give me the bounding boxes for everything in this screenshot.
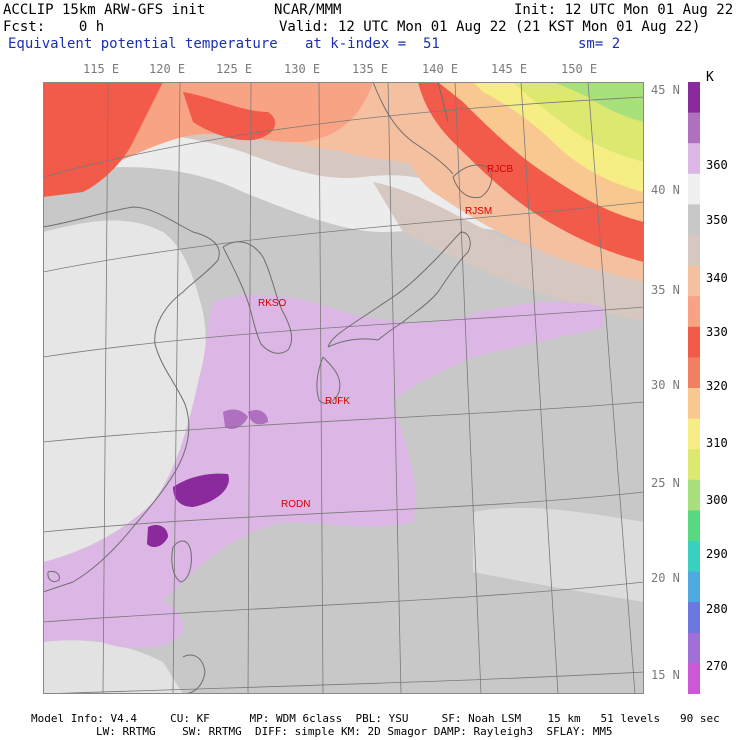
field-region-360k [43, 294, 603, 647]
forecast-hour: Fcst: 0 h [3, 19, 105, 35]
lat-label: 30 N [651, 378, 680, 392]
coast-china-korea [43, 206, 220, 593]
colorbar-segment [688, 632, 700, 664]
coast-sakhalin-russia [372, 82, 454, 175]
coast-japan-honshu [327, 231, 471, 348]
center-label: NCAR/MMM [274, 2, 342, 18]
coast-japan-kyushu [316, 356, 341, 404]
model-info-line1: Model Info: V4.4 CU: KF MP: WDM 6class P… [31, 712, 720, 725]
colorbar [688, 82, 700, 694]
field-region-330k [183, 92, 276, 141]
colorbar-label: 290 [706, 547, 728, 561]
field-name: Equivalent potential temperature [8, 36, 278, 52]
valid-time: Valid: 12 UTC Mon 01 Aug 22 (21 KST Mon … [279, 19, 701, 35]
colorbar-segment [688, 449, 700, 481]
lon-label: 140 E [422, 62, 459, 76]
equivalent-potential-temperature-map[interactable]: RJCB RJSM RKSO RJFK RODN [43, 82, 644, 694]
coast-philippines [182, 654, 206, 694]
colorbar-segment [688, 173, 700, 205]
lon-label: 115 E [83, 62, 120, 76]
colorbar-segment [688, 663, 700, 694]
lon-label: 135 E [352, 62, 389, 76]
lat-label: 35 N [651, 283, 680, 297]
lon-label: 120 E [149, 62, 186, 76]
colorbar-unit: K [706, 70, 714, 85]
graticule [43, 82, 644, 694]
colorbar-label: 300 [706, 493, 728, 507]
map-frame [43, 82, 644, 694]
colorbar-segment [688, 204, 700, 236]
lon-label: 125 E [216, 62, 253, 76]
coastlines [43, 82, 492, 694]
colorbar-label: 360 [706, 158, 728, 172]
coast-hokkaido [452, 164, 492, 199]
station-rodn: RODN [281, 499, 310, 510]
lat-label: 25 N [651, 476, 680, 490]
field-region-370k [147, 525, 168, 548]
colorbar-segment [688, 235, 700, 267]
field-region-300k [553, 82, 644, 122]
colorbar-segment [688, 510, 700, 542]
lon-label: 145 E [491, 62, 528, 76]
coast-korea [222, 241, 293, 354]
lat-label: 20 N [651, 571, 680, 585]
colorbar-segment [688, 388, 700, 420]
station-rjfk: RJFK [325, 396, 350, 407]
colorbar-label: 280 [706, 602, 728, 616]
colorbar-segment [688, 296, 700, 328]
colorbar-segment [688, 326, 700, 358]
station-labels: RJCB RJSM RKSO RJFK RODN [258, 164, 513, 510]
station-rjcb: RJCB [487, 164, 513, 175]
station-rjsm: RJSM [465, 206, 492, 217]
field-region-355k [473, 507, 644, 602]
colorbar-label: 310 [706, 436, 728, 450]
field-region-345k [373, 182, 644, 322]
field-region-350k [243, 548, 644, 694]
lon-label: 150 E [561, 62, 598, 76]
colorbar-label: 340 [706, 271, 728, 285]
colorbar-segment [688, 571, 700, 603]
colorbar-label: 330 [706, 325, 728, 339]
lat-label: 15 N [651, 668, 680, 682]
field-region-330k [43, 82, 163, 197]
model-title: ACCLIP 15km ARW-GFS init [3, 2, 206, 18]
field-region-365k [248, 410, 268, 425]
field-region-360k [58, 576, 184, 649]
colorbar-segment [688, 82, 700, 114]
lon-label: 130 E [284, 62, 321, 76]
level-label: at k-index = 51 [305, 36, 440, 52]
colorbar-label: 320 [706, 379, 728, 393]
station-rkso: RKSO [258, 298, 287, 309]
init-time: Init: 12 UTC Mon 01 Aug 22 [514, 2, 734, 18]
colorbar-segment [688, 602, 700, 634]
colorbar-segment [688, 357, 700, 389]
lat-label: 45 N [651, 83, 680, 97]
field-region-355k [43, 640, 183, 694]
colorbar-segment [688, 541, 700, 573]
colorbar-label: 270 [706, 659, 728, 673]
colorbar-segment [688, 265, 700, 297]
field-region-350k [423, 376, 644, 502]
model-info-line2: LW: RRTMG SW: RRTMG DIFF: simple KM: 2D … [96, 725, 613, 738]
colorbar-label: 350 [706, 213, 728, 227]
field-region-370k [173, 473, 229, 507]
colorbar-segment [688, 112, 700, 144]
smoothing-label: sm= 2 [578, 36, 621, 52]
coast-taiwan [171, 540, 192, 583]
colorbar-segment [688, 418, 700, 450]
field-region-365k [223, 409, 248, 429]
coast-hainan [47, 571, 60, 583]
lat-label: 40 N [651, 183, 680, 197]
colorbar-segment [688, 479, 700, 511]
colorbar-segment [688, 143, 700, 175]
